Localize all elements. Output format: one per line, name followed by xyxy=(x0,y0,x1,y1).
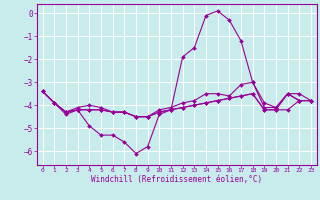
X-axis label: Windchill (Refroidissement éolien,°C): Windchill (Refroidissement éolien,°C) xyxy=(91,175,262,184)
